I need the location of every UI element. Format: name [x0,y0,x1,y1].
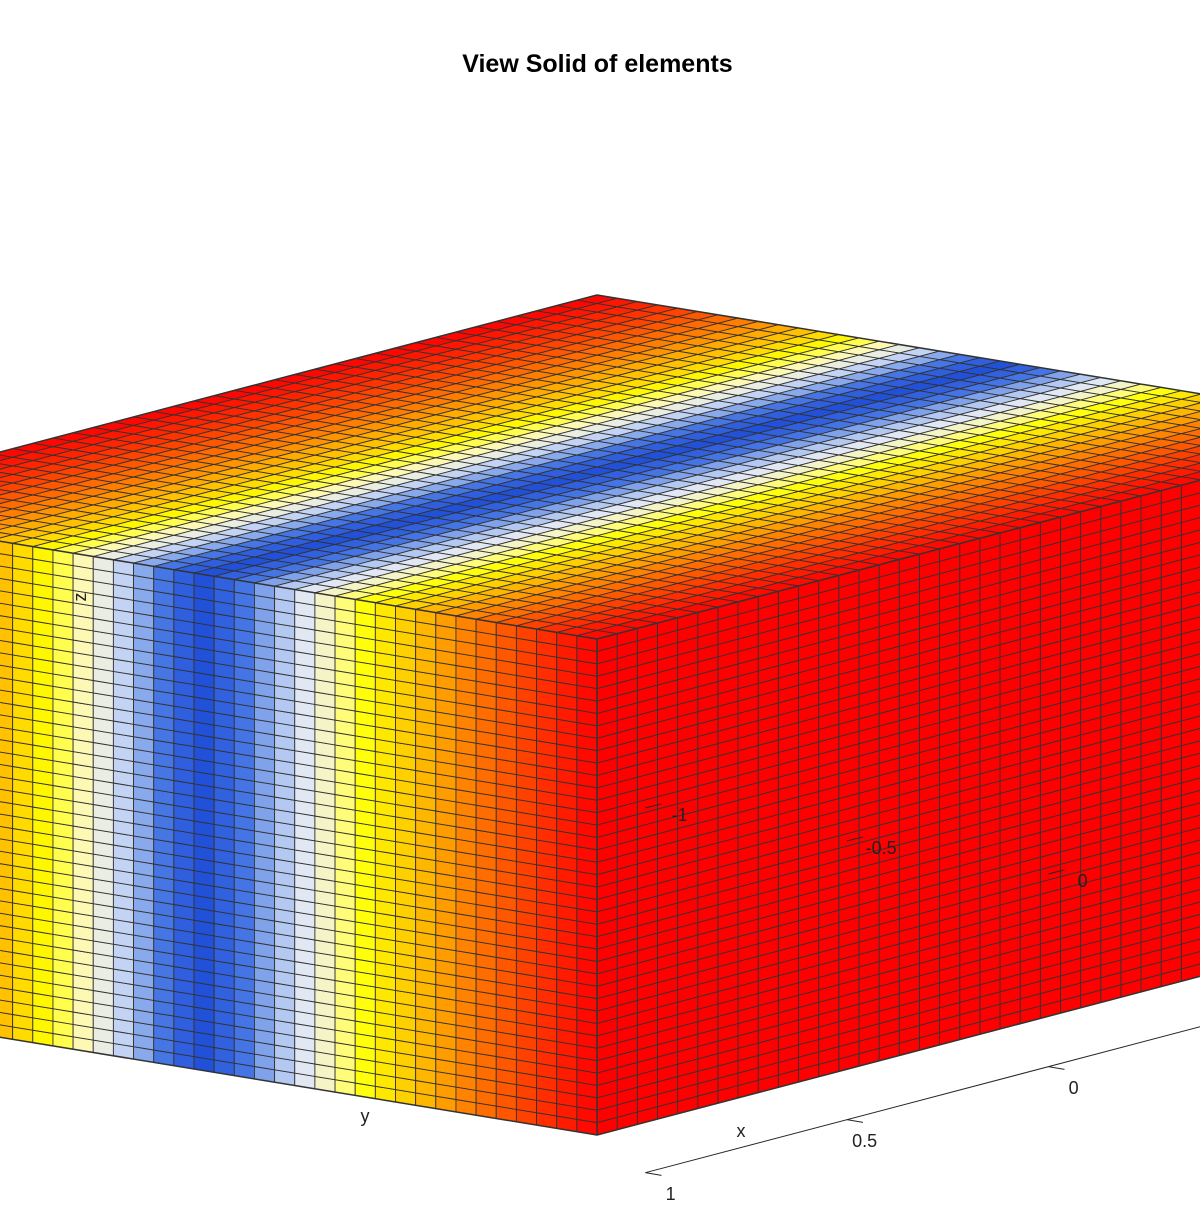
x-axis-label: x [737,1121,746,1141]
figure-title: View Solid of elements [0,50,1195,79]
y-tick-mark [645,1173,661,1176]
z-axis-label: z [70,593,90,602]
y-tick-mark [847,1120,863,1123]
solid-mesh [0,295,1200,1135]
y-tick-label: 1 [666,1184,676,1200]
y-tick-label: 0 [1069,1078,1079,1098]
y-tick-mark [1048,1067,1064,1070]
y-tick-label: 0.5 [852,1131,877,1151]
x-tick-label: -0.5 [866,838,897,858]
y-axis-label: y [361,1106,370,1126]
x-tick-label: 0 [1078,871,1088,891]
x-tick-label: -1 [672,805,688,825]
